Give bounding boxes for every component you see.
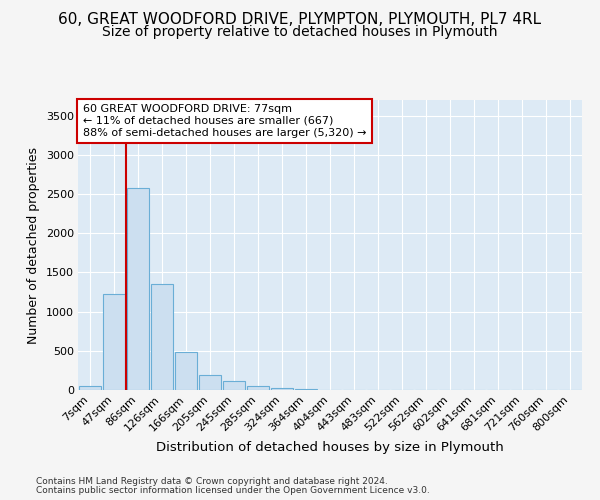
Y-axis label: Number of detached properties: Number of detached properties bbox=[27, 146, 40, 344]
X-axis label: Distribution of detached houses by size in Plymouth: Distribution of detached houses by size … bbox=[156, 442, 504, 454]
Text: Size of property relative to detached houses in Plymouth: Size of property relative to detached ho… bbox=[102, 25, 498, 39]
Bar bbox=[223, 382, 245, 390]
Bar bbox=[295, 389, 317, 390]
Bar bbox=[271, 388, 293, 390]
Bar bbox=[127, 188, 149, 390]
Bar bbox=[247, 386, 269, 390]
Text: 60 GREAT WOODFORD DRIVE: 77sqm
← 11% of detached houses are smaller (667)
88% of: 60 GREAT WOODFORD DRIVE: 77sqm ← 11% of … bbox=[83, 104, 367, 138]
Bar bbox=[79, 386, 101, 390]
Text: Contains HM Land Registry data © Crown copyright and database right 2024.: Contains HM Land Registry data © Crown c… bbox=[36, 477, 388, 486]
Bar bbox=[103, 294, 125, 390]
Text: Contains public sector information licensed under the Open Government Licence v3: Contains public sector information licen… bbox=[36, 486, 430, 495]
Bar bbox=[175, 352, 197, 390]
Bar bbox=[151, 284, 173, 390]
Text: 60, GREAT WOODFORD DRIVE, PLYMPTON, PLYMOUTH, PL7 4RL: 60, GREAT WOODFORD DRIVE, PLYMPTON, PLYM… bbox=[58, 12, 542, 28]
Bar bbox=[199, 374, 221, 390]
